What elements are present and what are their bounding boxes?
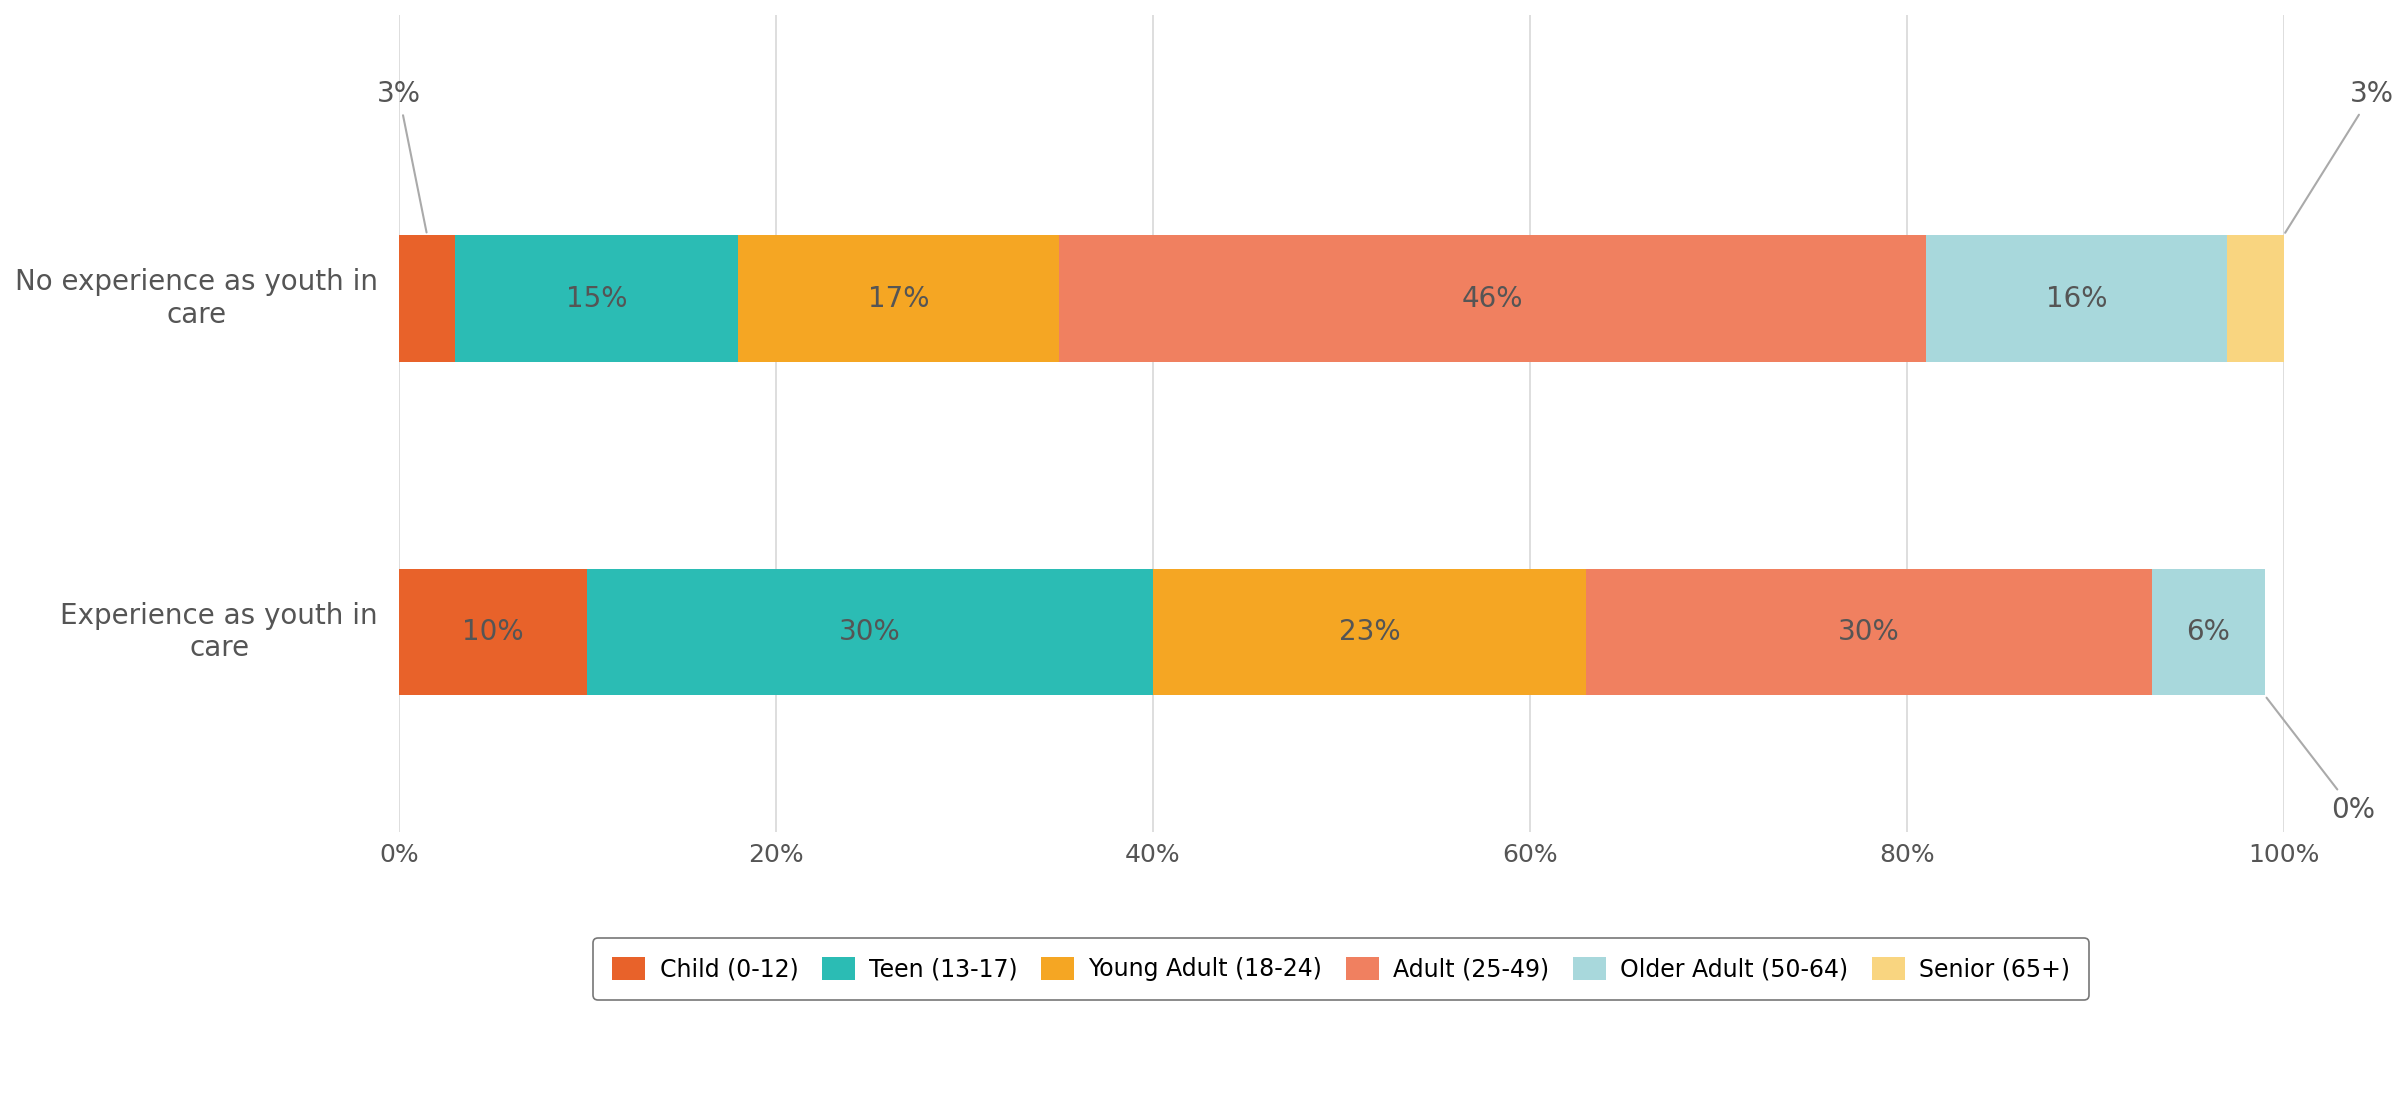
Text: 16%: 16% (2047, 285, 2107, 313)
Bar (1060, 235, 1926, 362)
Bar (1587, 569, 2153, 696)
Bar (1926, 235, 2227, 362)
Bar (455, 235, 739, 362)
Text: 17%: 17% (867, 285, 929, 313)
Text: 46%: 46% (1462, 285, 1522, 313)
Bar (739, 235, 1060, 362)
Bar (400, 235, 455, 362)
Text: 10%: 10% (462, 618, 525, 646)
Legend: Child (0-12), Teen (13-17), Young Adult (18-24), Adult (25-49), Older Adult (50-: Child (0-12), Teen (13-17), Young Adult … (592, 938, 2090, 1001)
Text: 3%: 3% (2285, 80, 2394, 233)
Text: 6%: 6% (2186, 618, 2230, 646)
Text: 23%: 23% (1339, 618, 1401, 646)
Bar (400, 569, 588, 696)
Text: 15%: 15% (566, 285, 628, 313)
Text: 0%: 0% (2266, 698, 2374, 824)
Text: 30%: 30% (1837, 618, 1900, 646)
Text: 30%: 30% (838, 618, 901, 646)
Text: 3%: 3% (376, 80, 426, 233)
Bar (588, 569, 1153, 696)
Bar (2227, 235, 2283, 362)
Bar (2153, 569, 2266, 696)
Bar (1153, 569, 1587, 696)
